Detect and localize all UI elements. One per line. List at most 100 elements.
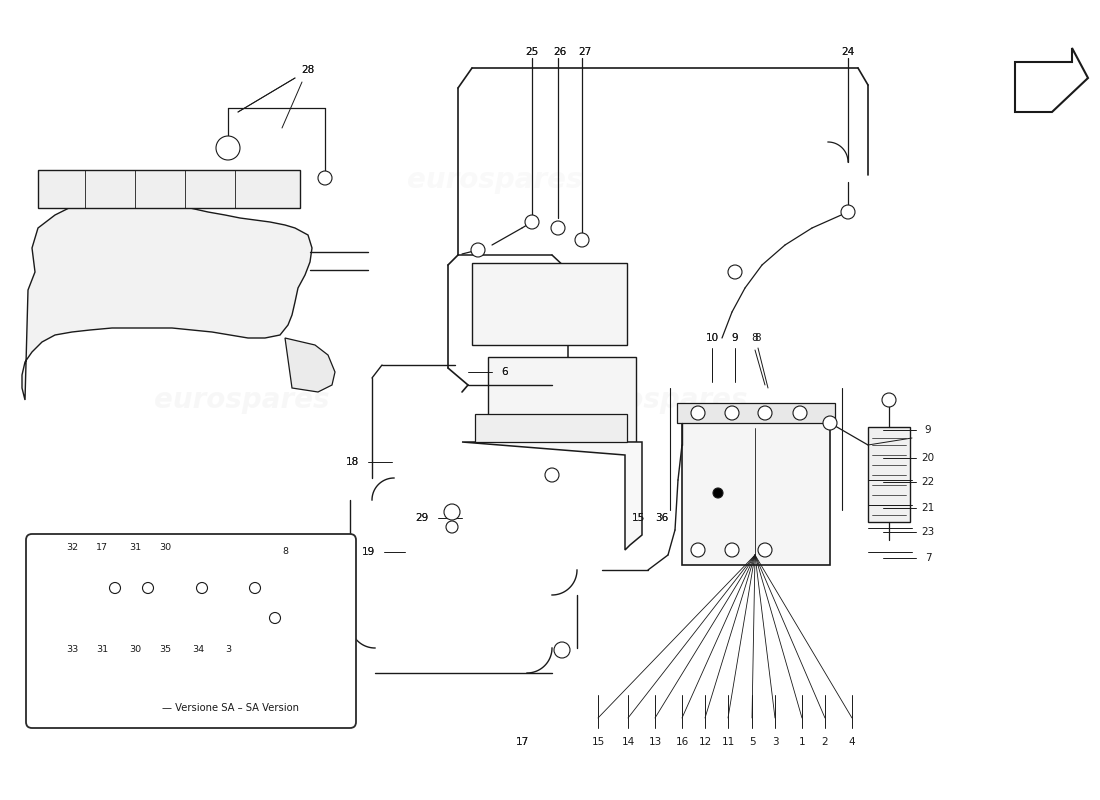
Text: 33: 33 — [66, 646, 78, 654]
Text: 17: 17 — [96, 543, 108, 553]
Text: 24: 24 — [842, 47, 855, 57]
Circle shape — [525, 215, 539, 229]
Circle shape — [725, 406, 739, 420]
Text: 30: 30 — [129, 646, 141, 654]
Text: 10: 10 — [705, 333, 718, 343]
Text: 9: 9 — [925, 425, 932, 435]
FancyBboxPatch shape — [26, 534, 356, 728]
Text: 7: 7 — [925, 553, 932, 563]
Bar — [472, 263, 627, 345]
Text: 23: 23 — [922, 527, 935, 537]
Text: eurospares: eurospares — [572, 386, 748, 414]
Circle shape — [691, 543, 705, 557]
Circle shape — [554, 642, 570, 658]
Text: 2: 2 — [822, 737, 828, 747]
Text: 17: 17 — [516, 737, 529, 747]
Text: 29: 29 — [416, 513, 429, 523]
Text: eurospares: eurospares — [407, 166, 583, 194]
Polygon shape — [285, 338, 336, 392]
Circle shape — [471, 243, 485, 257]
Text: 17: 17 — [516, 737, 529, 747]
Text: 3: 3 — [224, 646, 231, 654]
Text: 8: 8 — [282, 547, 288, 557]
Circle shape — [842, 205, 855, 219]
Text: 25: 25 — [526, 47, 539, 57]
Text: — Versione SA – SA Version: — Versione SA – SA Version — [162, 703, 299, 713]
Text: 34: 34 — [191, 646, 205, 654]
Text: 36: 36 — [656, 513, 669, 523]
Circle shape — [110, 582, 121, 594]
Text: 18: 18 — [345, 457, 359, 467]
Text: 24: 24 — [842, 47, 855, 57]
Text: 31: 31 — [129, 543, 141, 553]
Circle shape — [197, 582, 208, 594]
Text: 12: 12 — [698, 737, 712, 747]
Text: 15: 15 — [592, 737, 605, 747]
Text: 27: 27 — [579, 47, 592, 57]
Text: 9: 9 — [732, 333, 738, 343]
Bar — [142, 584, 236, 662]
Text: 3: 3 — [772, 737, 779, 747]
Text: 31: 31 — [96, 646, 108, 654]
Text: 28: 28 — [301, 65, 315, 75]
Text: 13: 13 — [648, 737, 661, 747]
Circle shape — [250, 582, 261, 594]
Text: 27: 27 — [579, 47, 592, 57]
Bar — [39, 170, 300, 208]
Text: 9: 9 — [732, 333, 738, 343]
Text: 35: 35 — [158, 646, 172, 654]
Text: 18: 18 — [345, 457, 359, 467]
Text: 30: 30 — [158, 543, 172, 553]
Text: eurospares: eurospares — [154, 386, 330, 414]
Text: 11: 11 — [722, 737, 735, 747]
Circle shape — [793, 406, 807, 420]
Text: 15: 15 — [631, 513, 645, 523]
Text: 22: 22 — [922, 477, 935, 487]
Text: 26: 26 — [553, 47, 566, 57]
Text: 36: 36 — [656, 513, 669, 523]
Text: 6: 6 — [502, 367, 508, 377]
Circle shape — [318, 171, 332, 185]
Text: 14: 14 — [621, 737, 635, 747]
Text: 6: 6 — [502, 367, 508, 377]
Text: 1: 1 — [799, 737, 805, 747]
Text: 26: 26 — [553, 47, 566, 57]
Text: 32: 32 — [66, 543, 78, 553]
Circle shape — [713, 488, 723, 498]
Polygon shape — [22, 195, 312, 400]
Circle shape — [758, 406, 772, 420]
Text: 16: 16 — [675, 737, 689, 747]
Circle shape — [758, 543, 772, 557]
Text: 5: 5 — [749, 737, 756, 747]
Bar — [676, 403, 835, 423]
Text: 15: 15 — [631, 513, 645, 523]
Text: 28: 28 — [301, 65, 315, 75]
Text: 8: 8 — [751, 333, 758, 343]
Text: 20: 20 — [922, 453, 935, 463]
Bar — [682, 423, 830, 565]
Bar — [475, 414, 627, 442]
Circle shape — [728, 265, 743, 279]
Circle shape — [575, 233, 589, 247]
Text: 29: 29 — [416, 513, 429, 523]
Text: 10: 10 — [705, 333, 718, 343]
Circle shape — [551, 221, 565, 235]
Circle shape — [143, 582, 154, 594]
Text: 19: 19 — [362, 547, 375, 557]
Circle shape — [725, 543, 739, 557]
Circle shape — [216, 136, 240, 160]
Circle shape — [446, 521, 458, 533]
Text: 19: 19 — [362, 547, 375, 557]
Circle shape — [270, 613, 280, 623]
Circle shape — [823, 416, 837, 430]
Text: 25: 25 — [526, 47, 539, 57]
Text: 21: 21 — [922, 503, 935, 513]
Text: 4: 4 — [849, 737, 856, 747]
Polygon shape — [1015, 48, 1088, 112]
Circle shape — [691, 406, 705, 420]
Bar — [118, 633, 140, 668]
Circle shape — [882, 393, 896, 407]
Circle shape — [544, 468, 559, 482]
Polygon shape — [462, 442, 642, 550]
Bar — [488, 357, 636, 442]
